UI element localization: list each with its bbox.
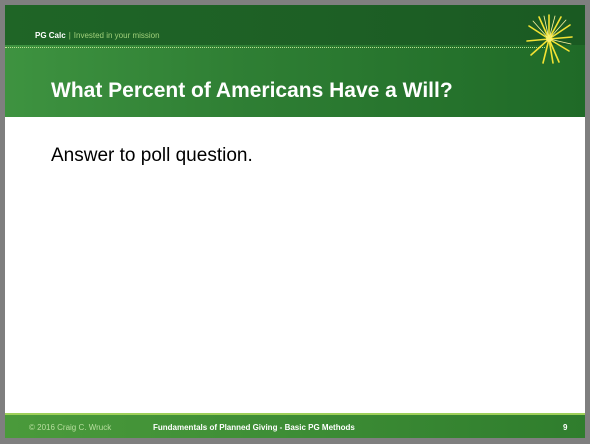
slide: PG Calc | Invested in your mission	[5, 5, 585, 438]
brand-separator: |	[68, 31, 71, 40]
brand-name: PG Calc	[35, 31, 66, 40]
sunburst-icon	[526, 14, 573, 64]
body-text: Answer to poll question.	[51, 145, 253, 166]
slide-title: What Percent of Americans Have a Will?	[51, 79, 453, 102]
brand: PG Calc | Invested in your mission	[35, 31, 160, 41]
slide-footer: © 2016 Craig C. Wruck Fundamentals of Pl…	[5, 413, 585, 438]
footer-accent-bar	[5, 413, 585, 415]
brand-bar	[5, 5, 585, 45]
slide-header: PG Calc | Invested in your mission	[5, 5, 585, 117]
brand-tagline: Invested in your mission	[73, 31, 160, 40]
footer-copyright: © 2016 Craig C. Wruck	[29, 423, 112, 432]
header-divider	[5, 47, 545, 48]
footer-course-title: Fundamentals of Planned Giving - Basic P…	[153, 423, 355, 432]
page-number: 9	[563, 423, 568, 432]
